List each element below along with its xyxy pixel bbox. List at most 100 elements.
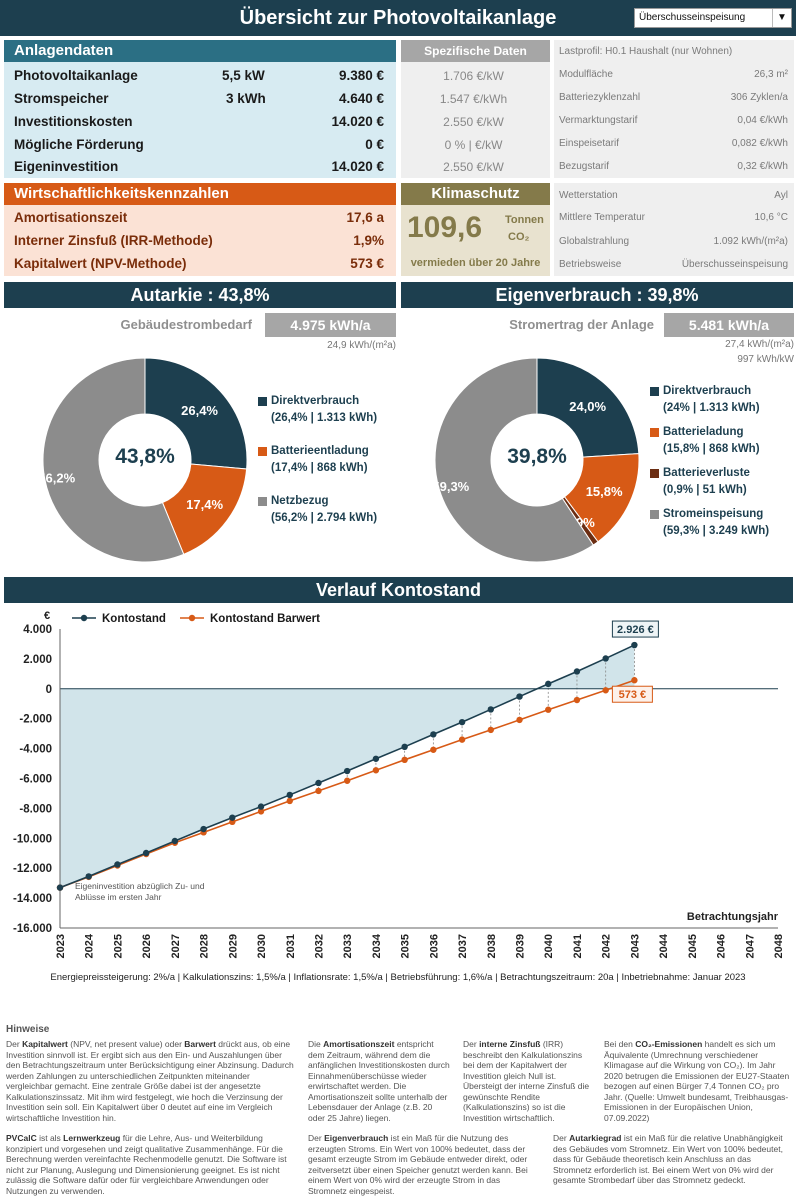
autarkie-slice-batterieentladung — [161, 463, 248, 556]
klimaschutz-header: Klimaschutz — [401, 183, 550, 205]
x-tick-label: 2033 — [342, 934, 354, 958]
legend-marker — [188, 614, 196, 622]
wetter-value-2: 1.092 kWh/(m²a) — [713, 236, 788, 247]
eigenverbrauch-label: Stromertrag der Anlage — [509, 317, 654, 332]
y-tick-label: -6.000 — [19, 774, 52, 786]
wirtschaft-label-1: Interner Zinsfuß (IRR-Methode) — [14, 233, 213, 248]
hinweis-co2: Bei den CO₂-Emissionen handelt es sich u… — [604, 1039, 790, 1123]
legend-swatch-netzbezug — [258, 497, 267, 506]
anlagendaten-cost-3: 0 € — [365, 137, 384, 152]
eigenverbrauch-sub1: 27,4 kWh/(m²a) — [725, 339, 794, 350]
anlagendaten-label-4: Eigeninvestition — [14, 159, 119, 174]
anlagendaten-label-2: Investitionskosten — [14, 114, 133, 129]
anlagendaten-cost-2: 14.020 € — [331, 114, 384, 129]
anlagendaten-cost-0: 9.380 € — [338, 68, 384, 83]
x-tick-label: 2043 — [629, 934, 641, 958]
legend-swatch-direktverbrauch-2 — [650, 387, 659, 396]
x-tick-label: 2028 — [199, 934, 211, 958]
legend-swatch-batterieverluste — [650, 469, 659, 478]
data-point — [631, 641, 638, 649]
hinweis-pvcalc: PVCalC ist als Lernwerkzeug für die Lehr… — [6, 1133, 287, 1196]
eigenverbrauch-value: 5.481 kWh/a — [664, 313, 794, 337]
data-point — [315, 779, 322, 787]
hinweis-kapitalwert: Der Kapitalwert (NPV, net present value)… — [6, 1039, 294, 1123]
lastprofil-label-0: Modulfläche — [559, 69, 613, 80]
hinweis-amortisation: Die Amortisationszeit entspricht dem Zei… — [308, 1039, 450, 1123]
eigenverbrauch-slice-direktverbrauch — [536, 357, 640, 458]
lastprofil-label-2: Vermarktungstarif — [559, 115, 638, 126]
x-tick-label: 2041 — [572, 934, 584, 958]
data-point — [315, 787, 322, 795]
autarkie-slice-label: 17,4% — [186, 497, 223, 512]
verlauf-footer: Energiepreissteigerung: 2%/a | Kalkulati… — [50, 972, 746, 983]
autarkie-value: 4.975 kWh/a — [265, 313, 396, 337]
lastprofil-label-1: Batteriezyklenzahl — [559, 92, 641, 103]
data-point — [516, 693, 523, 700]
wirtschaft-label-0: Amortisationszeit — [14, 210, 128, 225]
autarkie-sub: 24,9 kWh/(m²a) — [327, 340, 396, 351]
legend-label: Kontostand Barwert — [210, 613, 320, 625]
x-tick-label: 2048 — [773, 934, 785, 958]
legend-marker — [80, 614, 88, 622]
data-point — [114, 861, 121, 868]
spezifisch-value-2: 2.550 €/kW — [443, 115, 504, 129]
data-point — [430, 746, 437, 753]
eigenverbrauch-slice-label: 24,0% — [569, 399, 606, 414]
legend-batterieentladung: Batterieentladung (17,4% | 868 kWh) — [271, 445, 369, 474]
chevron-down-icon[interactable]: ▼ — [772, 9, 791, 27]
dropdown-value: Überschusseinspeisung — [639, 12, 746, 23]
data-point — [56, 884, 64, 891]
spezifisch-value-0: 1.706 €/kW — [443, 69, 504, 83]
lastprofil-value-2: 0,04 €/kWh — [737, 115, 788, 126]
klima-value: 109,6 — [407, 211, 483, 244]
x-tick-label: 2036 — [428, 934, 440, 958]
data-point — [171, 837, 179, 845]
klima-subtitle: vermieden über 20 Jahre — [410, 257, 541, 269]
x-tick-label: 2042 — [601, 934, 613, 958]
autarkie-donut-chart: 26,4% 17,4% 56,2% — [40, 357, 248, 563]
x-tick-label: 2031 — [285, 934, 297, 958]
data-point — [487, 706, 494, 713]
data-point — [372, 755, 380, 762]
hinweis-eigenverbrauch: Der Eigenverbrauch ist ein Maß für die N… — [308, 1133, 528, 1196]
lastprofil-panel: Lastprofil: H0.1 Haushalt (nur Wohnen) M… — [554, 40, 794, 178]
chart-annotation: Ablüsse im ersten Jahr — [75, 892, 162, 902]
data-point — [573, 668, 581, 675]
data-point — [229, 814, 236, 821]
y-tick-label: 4.000 — [23, 624, 52, 636]
wirtschaft-label-2: Kapitalwert (NPV-Methode) — [14, 256, 187, 271]
y-tick-label: -12.000 — [13, 863, 52, 875]
legend-netzbezug: Netzbezug (56,2% | 2.794 kWh) — [271, 495, 378, 524]
x-tick-label: 2038 — [486, 934, 498, 958]
hinweise-title: Hinweise — [6, 1024, 50, 1035]
kontostand-line-chart: 4.000 2.000 0 -2.000 -4.000 -6.000 -8.000 -10.0… — [13, 610, 785, 958]
data-point — [516, 716, 523, 724]
x-tick-label: 2047 — [744, 934, 756, 958]
anlagendaten-cost-1: 4.640 € — [338, 91, 384, 106]
chart-annotation: Eigeninvestition abzüglich Zu- und — [75, 881, 205, 891]
wetter-value-1: 10,6 °C — [754, 212, 788, 223]
operation-mode-dropdown[interactable]: Überschusseinspeisung ▼ — [634, 8, 792, 28]
data-point — [401, 743, 408, 751]
eigenverbrauch-sub2: 997 kWh/kW — [737, 354, 794, 365]
legend-batterieladung: Batterieladung (15,8% | 868 kWh) — [663, 426, 760, 455]
lastprofil-label-3: Einspeisetarif — [559, 138, 620, 149]
data-point — [142, 849, 150, 857]
anlagendaten-label-3: Mögliche Förderung — [14, 137, 144, 152]
x-tick-label: 2029 — [227, 934, 239, 958]
eigenverbrauch-donut-chart: 24,0%15,8%0,9%59,3% — [432, 357, 640, 563]
wetter-value-0: Ayl — [774, 190, 788, 201]
x-tick-label: 2035 — [400, 934, 412, 958]
data-point — [344, 767, 351, 775]
eigenverbrauch-slice-label: 15,8% — [586, 484, 623, 499]
eigenverbrauch-center-value: 39,8% — [507, 445, 567, 468]
wirtschaft-header: Wirtschaftlichkeitskennzahlen — [4, 183, 396, 205]
spezifisch-value-3: 0 % | €/kW — [444, 138, 503, 152]
data-point — [430, 731, 437, 738]
data-point — [257, 803, 265, 810]
x-tick-label: 2026 — [141, 934, 153, 958]
data-point — [602, 687, 609, 694]
legend-stromeinspeisung: Stromeinspeisung (59,3% | 3.249 kWh) — [663, 508, 770, 537]
wirtschaft-value-2: 573 € — [350, 256, 384, 271]
lastprofil-label-4: Bezugstarif — [559, 161, 610, 172]
